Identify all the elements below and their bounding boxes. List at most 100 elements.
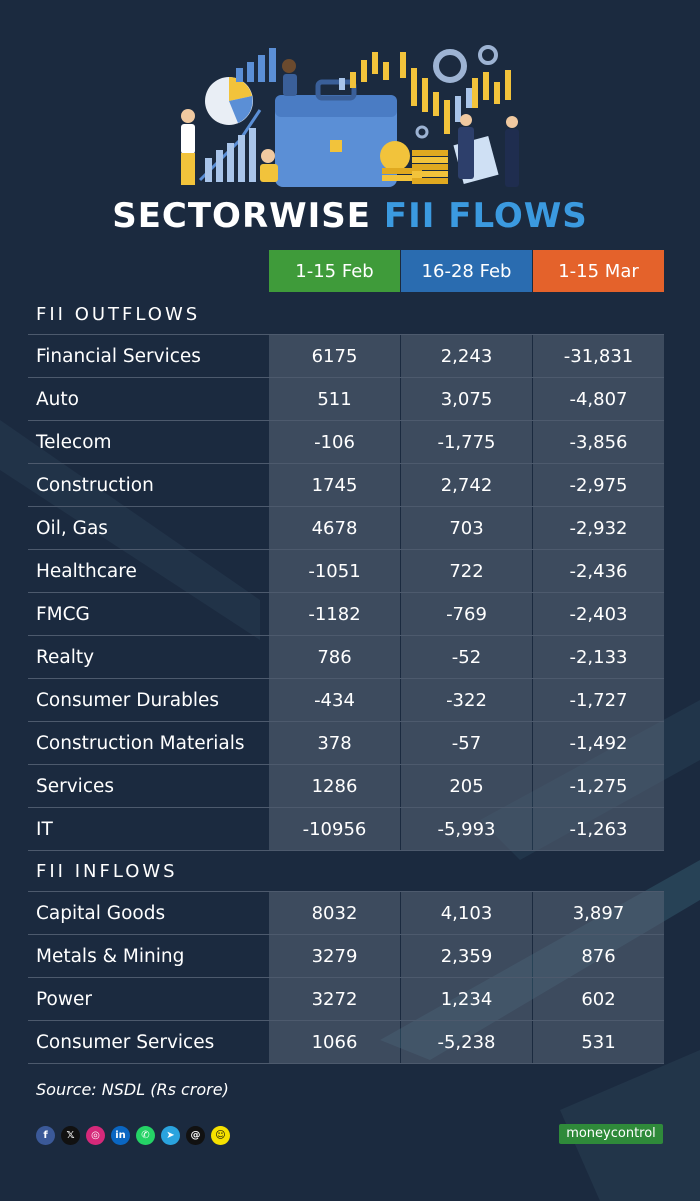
source-note: Source: NSDL (Rs crore): [36, 1080, 229, 1099]
sector-label: Auto: [36, 389, 79, 410]
value-1-15-feb: -1051: [269, 550, 400, 593]
table-row: Power 3272 1,234 602: [28, 977, 664, 1021]
table-row: Telecom -106 -1,775 -3,856: [28, 420, 664, 464]
value-16-28-feb: 2,359: [401, 935, 532, 978]
value-1-15-feb: 1066: [269, 1021, 400, 1064]
column-header-1: 1-15 Feb: [269, 250, 400, 292]
telegram-icon[interactable]: ➤: [161, 1126, 180, 1145]
value-1-15-mar: 602: [533, 978, 664, 1021]
column-header-3: 1-15 Mar: [533, 250, 664, 292]
value-1-15-feb: 1745: [269, 464, 400, 507]
value-16-28-feb: 4,103: [401, 892, 532, 935]
value-1-15-mar: -1,263: [533, 808, 664, 851]
value-1-15-feb: 3279: [269, 935, 400, 978]
value-16-28-feb: 1,234: [401, 978, 532, 1021]
sector-label: Services: [36, 776, 115, 797]
value-1-15-feb: 8032: [269, 892, 400, 935]
table-row: Services 1286 205 -1,275: [28, 764, 664, 808]
sector-label: Consumer Services: [36, 1032, 215, 1053]
value-16-28-feb: 703: [401, 507, 532, 550]
value-16-28-feb: -769: [401, 593, 532, 636]
whatsapp-icon[interactable]: ✆: [136, 1126, 155, 1145]
value-1-15-feb: -1182: [269, 593, 400, 636]
value-16-28-feb: 3,075: [401, 378, 532, 421]
sector-label: Construction: [36, 475, 154, 496]
value-1-15-mar: 3,897: [533, 892, 664, 935]
value-1-15-mar: -1,492: [533, 722, 664, 765]
facebook-icon[interactable]: f: [36, 1126, 55, 1145]
threads-icon[interactable]: @: [186, 1126, 205, 1145]
sector-label: Metals & Mining: [36, 946, 185, 967]
value-1-15-mar: 531: [533, 1021, 664, 1064]
value-1-15-feb: -106: [269, 421, 400, 464]
sector-label: IT: [36, 819, 53, 840]
table-row: Auto 511 3,075 -4,807: [28, 377, 664, 421]
value-1-15-mar: 876: [533, 935, 664, 978]
sector-label: Construction Materials: [36, 733, 245, 754]
value-16-28-feb: 722: [401, 550, 532, 593]
value-16-28-feb: -57: [401, 722, 532, 765]
sector-label: Power: [36, 989, 92, 1010]
linkedin-icon[interactable]: in: [111, 1126, 130, 1145]
value-16-28-feb: 2,243: [401, 335, 532, 378]
value-16-28-feb: -52: [401, 636, 532, 679]
table-row: Consumer Services 1066 -5,238 531: [28, 1020, 664, 1064]
value-1-15-feb: 6175: [269, 335, 400, 378]
x-icon[interactable]: 𝕏: [61, 1126, 80, 1145]
value-1-15-mar: -2,403: [533, 593, 664, 636]
infographic-title: SECTORWISE FII FLOWS: [0, 196, 700, 236]
sector-label: Consumer Durables: [36, 690, 220, 711]
title-part-1: SECTORWISE: [112, 196, 372, 236]
value-1-15-feb: 4678: [269, 507, 400, 550]
table-row: Consumer Durables -434 -322 -1,727: [28, 678, 664, 722]
table-row: IT -10956 -5,993 -1,263: [28, 807, 664, 851]
social-icons: f 𝕏 ◎ in ✆ ➤ @ ☺: [36, 1126, 230, 1145]
value-16-28-feb: 205: [401, 765, 532, 808]
sector-label: Realty: [36, 647, 95, 668]
sector-label: Oil, Gas: [36, 518, 108, 539]
sector-label: FMCG: [36, 604, 90, 625]
sector-label: Telecom: [36, 432, 112, 453]
table-row: Oil, Gas 4678 703 -2,932: [28, 506, 664, 550]
value-1-15-feb: -434: [269, 679, 400, 722]
column-header-2: 16-28 Feb: [401, 250, 532, 292]
value-16-28-feb: -5,993: [401, 808, 532, 851]
hero-illustration: [181, 45, 519, 187]
table-row: FMCG -1182 -769 -2,403: [28, 592, 664, 636]
sector-label: Capital Goods: [36, 903, 166, 924]
sector-label: Financial Services: [36, 346, 201, 367]
value-1-15-feb: -10956: [269, 808, 400, 851]
table-bottom-rule: [28, 1063, 664, 1064]
value-1-15-mar: -2,133: [533, 636, 664, 679]
table-row: Capital Goods 8032 4,103 3,897: [28, 891, 664, 935]
value-1-15-feb: 1286: [269, 765, 400, 808]
brand-logo[interactable]: moneycontrol: [559, 1124, 663, 1144]
value-16-28-feb: -5,238: [401, 1021, 532, 1064]
value-16-28-feb: 2,742: [401, 464, 532, 507]
inflows-heading: FII INFLOWS: [36, 861, 178, 882]
outflows-heading: FII OUTFLOWS: [36, 304, 201, 325]
title-part-2: FII FLOWS: [383, 196, 588, 236]
instagram-icon[interactable]: ◎: [86, 1126, 105, 1145]
snapchat-icon[interactable]: ☺: [211, 1126, 230, 1145]
value-1-15-mar: -31,831: [533, 335, 664, 378]
table-row: Construction Materials 378 -57 -1,492: [28, 721, 664, 765]
table-row: Realty 786 -52 -2,133: [28, 635, 664, 679]
value-1-15-mar: -3,856: [533, 421, 664, 464]
table-row: Healthcare -1051 722 -2,436: [28, 549, 664, 593]
value-1-15-feb: 511: [269, 378, 400, 421]
table-bottom-rule: [28, 850, 664, 851]
value-1-15-feb: 786: [269, 636, 400, 679]
value-1-15-mar: -2,975: [533, 464, 664, 507]
value-1-15-feb: 3272: [269, 978, 400, 1021]
value-1-15-mar: -2,436: [533, 550, 664, 593]
value-16-28-feb: -322: [401, 679, 532, 722]
table-row: Metals & Mining 3279 2,359 876: [28, 934, 664, 978]
value-1-15-mar: -1,727: [533, 679, 664, 722]
value-1-15-mar: -2,932: [533, 507, 664, 550]
sector-label: Healthcare: [36, 561, 137, 582]
value-16-28-feb: -1,775: [401, 421, 532, 464]
value-1-15-mar: -4,807: [533, 378, 664, 421]
value-1-15-mar: -1,275: [533, 765, 664, 808]
